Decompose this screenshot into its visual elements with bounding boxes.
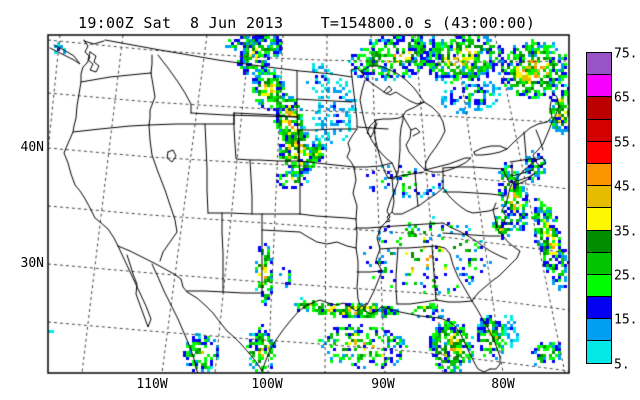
colorbar-cell	[586, 185, 612, 209]
lon-tick-label: 90W	[371, 377, 395, 392]
colorbar-cell	[586, 162, 612, 187]
colorbar-cell	[586, 296, 612, 320]
colorbar-tick-label: 45.	[614, 179, 638, 195]
colorbar-tick-label: 65.	[614, 90, 638, 106]
lon-tick-label: 110W	[136, 377, 168, 392]
colorbar	[586, 52, 612, 364]
colorbar-cell	[586, 273, 612, 298]
colorbar-tick-label: 75.	[614, 46, 638, 62]
colorbar-cell	[586, 52, 612, 76]
colorbar-cell	[586, 96, 612, 120]
colorbar-cell	[586, 118, 612, 142]
colorbar-tick-label: 5.	[614, 357, 630, 373]
colorbar-cell	[586, 251, 612, 275]
colorbar-cell	[586, 74, 612, 98]
colorbar-cell	[586, 207, 612, 231]
lon-tick-label: 100W	[251, 377, 283, 392]
lat-tick-label: 30N	[20, 256, 44, 271]
colorbar-cell	[586, 318, 612, 342]
colorbar-cell	[586, 140, 612, 164]
colorbar-tick-label: 15.	[614, 312, 638, 328]
lat-tick-label: 40N	[20, 140, 44, 155]
colorbar-cell	[586, 229, 612, 253]
colorbar-tick-label: 25.	[614, 268, 638, 284]
colorbar-cell	[586, 340, 612, 364]
lon-tick-label: 80W	[491, 377, 515, 392]
colorbar-tick-label: 35.	[614, 224, 638, 240]
colorbar-tick-label: 55.	[614, 135, 638, 151]
